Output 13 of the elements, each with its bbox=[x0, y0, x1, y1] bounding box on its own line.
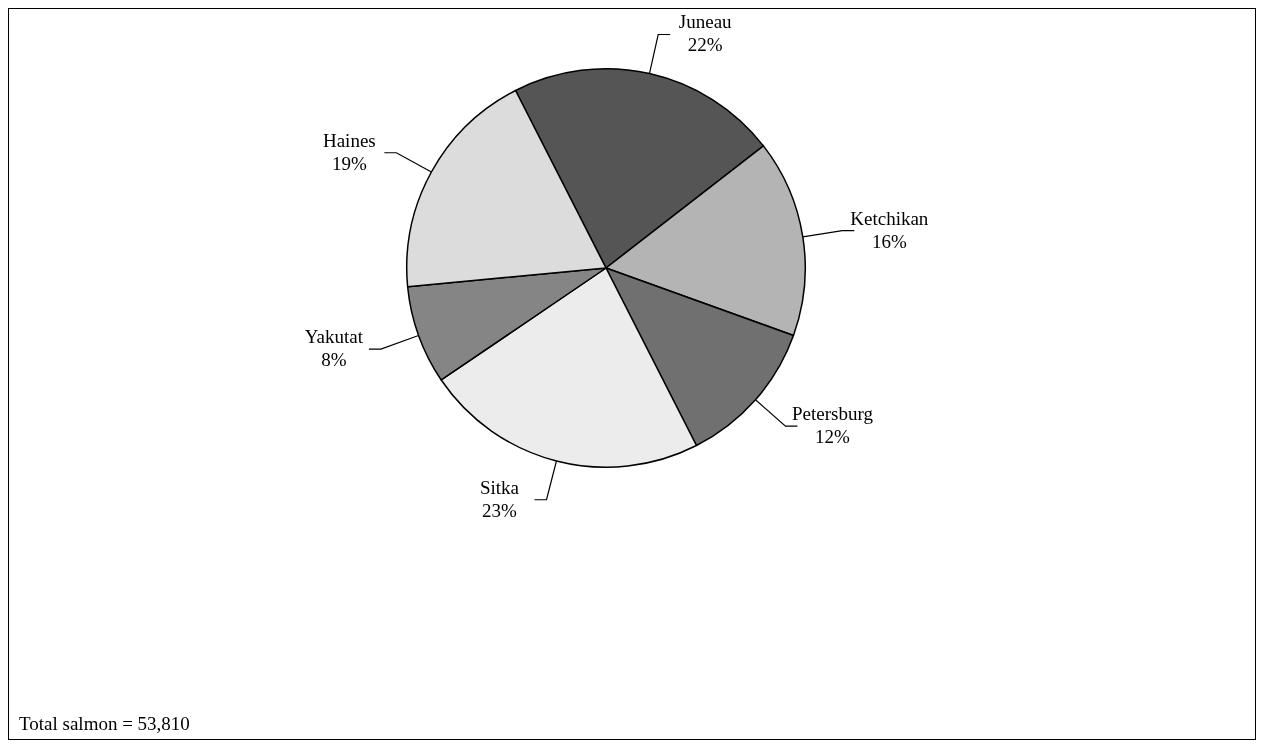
slice-label: Haines bbox=[322, 129, 376, 151]
text: Total salmon = 53,810 bbox=[19, 713, 190, 735]
slice-label: Petersburg bbox=[792, 403, 874, 425]
data-label: 16% bbox=[871, 230, 907, 252]
slice-label: Sitka bbox=[479, 476, 520, 498]
data-label: 23% bbox=[482, 499, 518, 521]
slice-label: Ketchikan bbox=[850, 207, 929, 229]
data-label: 22% bbox=[687, 34, 723, 56]
data-label: 19% bbox=[331, 152, 367, 174]
data-label: 12% bbox=[815, 426, 851, 448]
slice-label: Juneau bbox=[678, 11, 733, 33]
data-label: 8% bbox=[321, 349, 347, 371]
slice-label: Yakutat bbox=[304, 326, 364, 348]
